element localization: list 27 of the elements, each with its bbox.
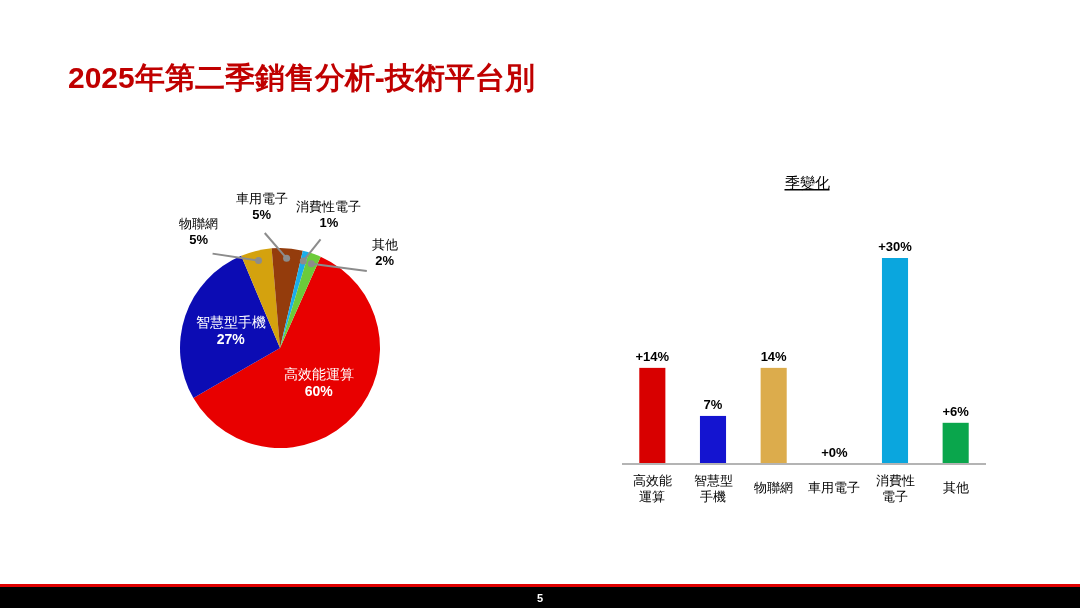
data-label: +30% bbox=[878, 239, 913, 254]
x-tick-label: 智慧型手機 bbox=[693, 473, 733, 504]
data-label: 14% bbox=[760, 348, 788, 364]
data-label: 27% bbox=[216, 331, 246, 348]
data-label: 2% bbox=[375, 253, 395, 269]
x-tick-label: 其他 bbox=[942, 480, 969, 495]
x-tick-label: 高效能運算 bbox=[632, 473, 672, 504]
chart-title: 2025年第二季銷售分析-技術平台別 bbox=[68, 61, 535, 94]
slice-label: 物聯網 bbox=[179, 216, 219, 232]
data-label: +0% bbox=[821, 445, 848, 460]
slice-label: 消費性電子 bbox=[296, 198, 362, 214]
slice-label: 車用電子 bbox=[235, 191, 288, 207]
data-label: 5% bbox=[252, 207, 272, 223]
x-tick-label: 消費性電子 bbox=[875, 473, 915, 504]
slice-label: 高效能運算 bbox=[283, 365, 354, 382]
chart-title: 季變化 bbox=[784, 174, 830, 191]
data-label: 5% bbox=[189, 232, 209, 248]
x-tick-label: 車用電子 bbox=[808, 480, 861, 495]
data-label: +6% bbox=[942, 403, 970, 419]
data-label: 60% bbox=[304, 382, 334, 399]
x-tick-label: 物聯網 bbox=[754, 480, 794, 495]
text: 5 bbox=[536, 592, 544, 604]
data-label: 1% bbox=[319, 214, 339, 230]
data-label: +14% bbox=[635, 348, 670, 364]
slice-label: 智慧型手機 bbox=[195, 314, 266, 331]
slice-label: 其他 bbox=[371, 237, 398, 253]
data-label: 7% bbox=[703, 396, 723, 412]
